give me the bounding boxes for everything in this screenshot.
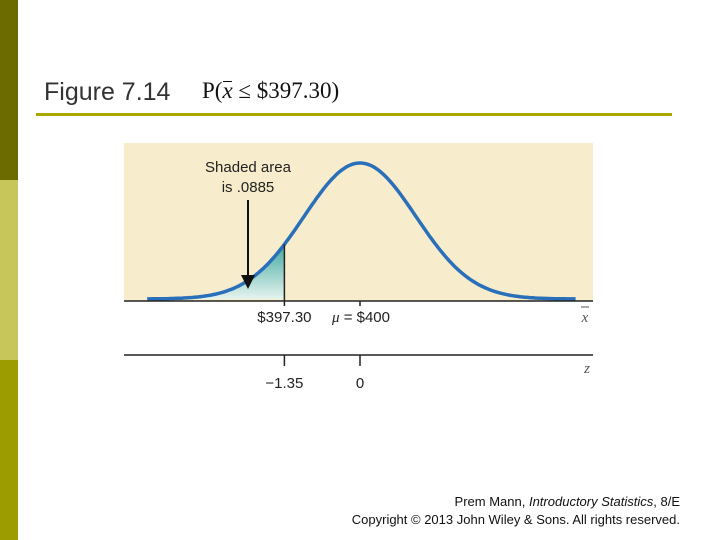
formula-prefix: P( [202,78,223,103]
mu-value: = $400 [340,309,390,326]
formula-relation: ≤ [232,78,257,103]
z-axis-label: z [583,361,590,377]
xbar-tick-label-400: μ = $400 [331,309,390,326]
probability-formula: P(x ≤ $397.30) [202,78,339,104]
side-bar-top [0,0,18,180]
annotation-line-1: Shaded area [205,159,292,176]
figure-background [124,143,593,301]
z-tick-label-minus-1-35: −1.35 [265,375,303,392]
formula-value: $397.30 [256,78,332,103]
credit-line-2: Copyright © 2013 John Wiley & Sons. All … [351,512,680,527]
xbar-tick-label-397-30: $397.30 [257,309,311,326]
xbar-axis-label: x [581,310,589,326]
credit-line-1: Prem Mann, Introductory Statistics, 8/E [352,493,680,511]
side-bar-bottom [0,360,18,540]
title-underline [36,113,672,116]
annotation-line-2: is .0885 [222,179,275,196]
credit-edition: , 8/E [653,494,680,509]
side-bar-middle [0,180,18,360]
copyright-credit: Prem Mann, Introductory Statistics, 8/E … [352,493,680,529]
credit-author: Prem Mann, [454,494,529,509]
formula-xbar: x [222,78,233,103]
z-tick-label-0: 0 [356,375,364,392]
mu-symbol: μ [331,310,340,326]
formula-suffix: ) [331,78,340,103]
credit-book-title: Introductory Statistics [528,494,654,509]
normal-curve [147,161,576,301]
slide-title: Figure 7.14 [44,78,171,106]
